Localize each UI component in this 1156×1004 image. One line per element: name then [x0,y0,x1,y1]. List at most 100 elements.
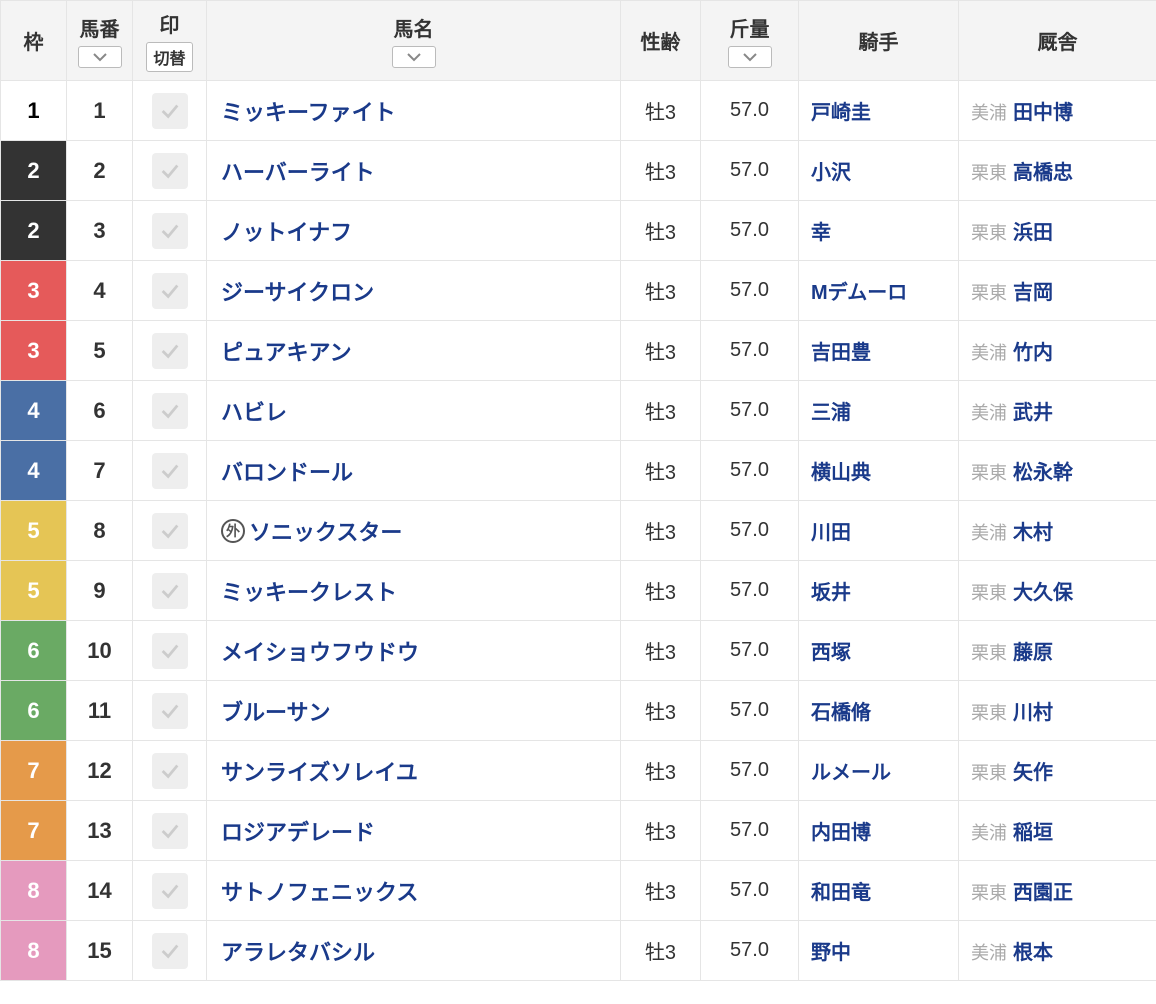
sex-age-cell: 牡3 [621,441,701,501]
horse-name-link[interactable]: ブルーサン [221,695,331,727]
horse-name-cell: ロジアデレード [207,801,621,861]
mark-cell[interactable] [133,621,207,681]
jockey-link[interactable]: 内田博 [811,822,871,844]
mark-cell[interactable] [133,201,207,261]
sex-age-cell: 牡3 [621,801,701,861]
horse-name-link[interactable]: ノットイナフ [221,215,352,247]
table-row: 22ハーバーライト牡357.0小沢栗東高橋忠 [1,141,1156,201]
trainer-link[interactable]: 竹内 [1013,342,1053,364]
trainer-link[interactable]: 矢作 [1013,762,1053,784]
trainer-cell: 美浦木村 [959,501,1156,561]
trainer-link[interactable]: 木村 [1013,522,1053,544]
waku-cell: 8 [1,921,67,981]
jockey-link[interactable]: 和田竜 [811,882,871,904]
trainer-location: 栗東 [971,463,1007,483]
waku-cell: 7 [1,801,67,861]
name-sort-button[interactable] [392,46,436,68]
mark-cell[interactable] [133,501,207,561]
horse-name-link[interactable]: サトノフェニックス [221,875,418,907]
weight-cell: 57.0 [701,141,799,201]
trainer-link[interactable]: 西園正 [1013,882,1073,904]
horse-name-link[interactable]: サンライズソレイユ [221,755,418,787]
check-icon [152,453,188,489]
waku-cell: 4 [1,381,67,441]
jockey-link[interactable]: 三浦 [811,402,851,424]
mark-cell[interactable] [133,801,207,861]
foreign-badge: 外 [221,519,245,543]
mark-cell[interactable] [133,681,207,741]
jockey-link[interactable]: 石橋脩 [811,702,871,724]
umaban-cell: 7 [67,441,133,501]
jockey-link[interactable]: 幸 [811,222,831,244]
mark-cell[interactable] [133,441,207,501]
horse-name-link[interactable]: 外ソニックスター [221,515,402,547]
mark-toggle-button[interactable]: 切替 [146,42,192,72]
jockey-link[interactable]: 横山典 [811,462,871,484]
horse-name-link[interactable]: ロジアデレード [221,815,375,847]
trainer-link[interactable]: 川村 [1013,702,1053,724]
trainer-link[interactable]: 高橋忠 [1013,162,1073,184]
col-header-mark: 印 切替 [133,1,207,81]
mark-cell[interactable] [133,861,207,921]
check-icon [152,813,188,849]
horse-name-link[interactable]: メイショウフウドウ [221,635,419,667]
weight-cell: 57.0 [701,441,799,501]
trainer-location: 美浦 [971,403,1007,423]
table-row: 814サトノフェニックス牡357.0和田竜栗東西園正 [1,861,1156,921]
sex-age-cell: 牡3 [621,81,701,141]
mark-cell[interactable] [133,741,207,801]
jockey-link[interactable]: ルメール [811,762,891,784]
jockey-cell: 戸崎圭 [799,81,959,141]
horse-name-link[interactable]: アラレタバシル [221,935,375,967]
jockey-cell: 野中 [799,921,959,981]
jockey-link[interactable]: 野中 [811,942,851,964]
mark-cell[interactable] [133,141,207,201]
jockey-link[interactable]: 吉田豊 [811,342,871,364]
trainer-link[interactable]: 根本 [1013,942,1053,964]
mark-cell[interactable] [133,561,207,621]
mark-cell[interactable] [133,921,207,981]
jockey-link[interactable]: 小沢 [811,162,851,184]
jockey-link[interactable]: 坂井 [811,582,851,604]
horse-name-link[interactable]: ハビレ [221,395,287,427]
horse-name-cell: サトノフェニックス [207,861,621,921]
mark-cell[interactable] [133,381,207,441]
trainer-link[interactable]: 浜田 [1013,222,1053,244]
jockey-cell: 石橋脩 [799,681,959,741]
trainer-link[interactable]: 武井 [1013,402,1053,424]
jockey-cell: Mデムーロ [799,261,959,321]
horse-name-link[interactable]: ピュアキアン [221,335,352,367]
trainer-link[interactable]: 稲垣 [1013,822,1053,844]
weight-cell: 57.0 [701,921,799,981]
kin-sort-button[interactable] [728,46,772,68]
horse-name-link[interactable]: ジーサイクロン [221,275,374,307]
weight-cell: 57.0 [701,261,799,321]
horse-name-link[interactable]: ミッキークレスト [221,575,397,607]
trainer-link[interactable]: 吉岡 [1013,282,1053,304]
trainer-link[interactable]: 松永幹 [1013,462,1073,484]
horse-name-link[interactable]: バロンドール [221,455,353,487]
jockey-cell: 内田博 [799,801,959,861]
trainer-link[interactable]: 大久保 [1013,582,1073,604]
weight-cell: 57.0 [701,621,799,681]
col-header-kin-label: 斤量 [730,13,770,42]
umaban-sort-button[interactable] [78,46,122,68]
horse-name-link[interactable]: ミッキーファイト [221,95,396,127]
mark-cell[interactable] [133,321,207,381]
trainer-link[interactable]: 藤原 [1013,642,1053,664]
col-header-mark-label: 印 [160,9,180,38]
horse-name-cell: ジーサイクロン [207,261,621,321]
jockey-link[interactable]: Mデムーロ [811,282,907,304]
jockey-link[interactable]: 川田 [811,522,851,544]
mark-cell[interactable] [133,261,207,321]
jockey-link[interactable]: 西塚 [811,642,851,664]
mark-cell[interactable] [133,81,207,141]
sex-age-cell: 牡3 [621,201,701,261]
horse-name-link[interactable]: ハーバーライト [221,155,375,187]
jockey-cell: ルメール [799,741,959,801]
weight-cell: 57.0 [701,561,799,621]
weight-cell: 57.0 [701,201,799,261]
jockey-link[interactable]: 戸崎圭 [811,102,871,124]
trainer-cell: 栗東浜田 [959,201,1156,261]
trainer-link[interactable]: 田中博 [1013,102,1073,124]
